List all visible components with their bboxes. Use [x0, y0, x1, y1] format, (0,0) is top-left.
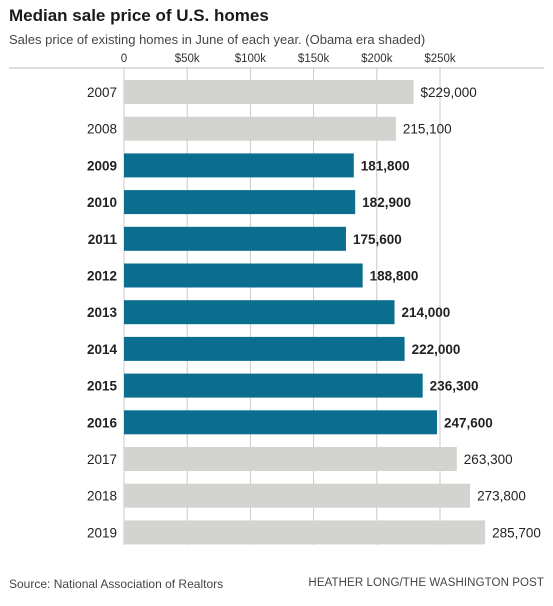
- bar: [124, 116, 396, 141]
- value-label: 285,700: [492, 525, 541, 540]
- value-label: 236,300: [430, 379, 479, 394]
- value-label: 222,000: [412, 342, 461, 357]
- category-label: 2017: [87, 452, 117, 467]
- bar: [124, 410, 437, 435]
- bar: [124, 190, 356, 215]
- category-label: 2016: [87, 415, 118, 430]
- value-label: 247,600: [444, 415, 493, 430]
- category-label: 2015: [87, 379, 118, 394]
- category-label: 2014: [87, 342, 118, 357]
- value-label: 215,100: [403, 122, 452, 137]
- credit-line: HEATHER LONG/THE WASHINGTON POST: [308, 577, 544, 589]
- value-label: 273,800: [477, 489, 526, 504]
- bar: [124, 373, 423, 398]
- chart-title: Median sale price of U.S. homes: [9, 6, 269, 25]
- x-tick-label: 0: [121, 53, 127, 65]
- bar: [124, 520, 486, 545]
- value-label: 263,300: [464, 452, 513, 467]
- bar: [124, 300, 395, 325]
- value-label: 175,600: [353, 232, 402, 247]
- category-label: 2008: [87, 122, 117, 137]
- category-label: 2013: [87, 305, 118, 320]
- x-tick-label: $250k: [424, 53, 456, 65]
- bar: [124, 226, 346, 251]
- x-tick-label: $50k: [175, 53, 200, 65]
- bar: [124, 153, 354, 178]
- category-label: 2009: [87, 158, 117, 173]
- bar: [124, 263, 363, 288]
- x-tick-label: $150k: [298, 53, 330, 65]
- bar: [124, 483, 471, 508]
- category-label: 2010: [87, 195, 117, 210]
- x-tick-label: $100k: [235, 53, 267, 65]
- value-label: $229,000: [420, 85, 476, 100]
- bar: [124, 447, 457, 471]
- value-label: 182,900: [362, 195, 411, 210]
- category-label: 2012: [87, 269, 117, 284]
- category-label: 2019: [87, 525, 117, 540]
- category-label: 2007: [87, 85, 117, 100]
- chart-subtitle: Sales price of existing homes in June of…: [9, 32, 426, 47]
- bar: [124, 336, 405, 361]
- category-label: 2018: [87, 489, 117, 504]
- bar: [124, 80, 414, 104]
- value-label: 188,800: [370, 269, 419, 284]
- category-label: 2011: [88, 232, 118, 247]
- value-label: 181,800: [361, 158, 410, 173]
- x-tick-label: $200k: [361, 53, 393, 65]
- value-label: 214,000: [401, 305, 450, 320]
- source-note: Source: National Association of Realtors: [9, 577, 224, 591]
